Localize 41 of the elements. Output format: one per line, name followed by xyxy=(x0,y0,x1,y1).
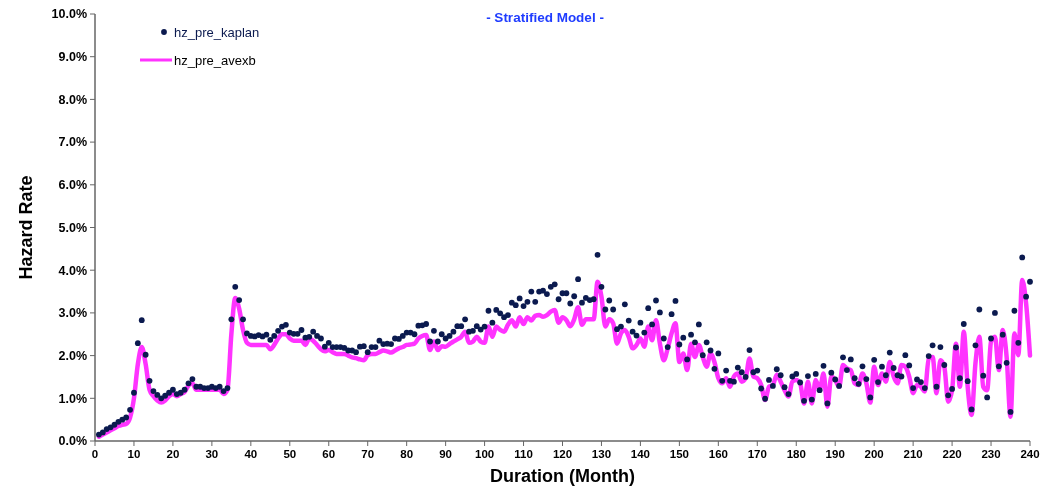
x-tick-label: 0 xyxy=(91,448,99,460)
x-tick-label: 90 xyxy=(439,448,453,460)
x-tick-label: 170 xyxy=(747,448,767,460)
x-tick-label: 120 xyxy=(552,448,573,460)
y-axis-title: Hazard Rate xyxy=(16,175,36,280)
x-tick-label: 140 xyxy=(630,448,651,460)
x-tick-label: 10 xyxy=(127,448,141,460)
y-tick-label: 8.0% xyxy=(58,92,87,107)
x-tick-label: 240 xyxy=(1020,448,1040,460)
x-tick-label: 40 xyxy=(244,448,258,460)
x-tick-label: 20 xyxy=(166,448,180,460)
x-tick-label: 220 xyxy=(942,448,962,460)
x-tick-label: 230 xyxy=(981,448,1001,460)
x-tick-label: 180 xyxy=(786,448,806,460)
y-tick-label: 1.0% xyxy=(58,391,87,406)
y-tick-label: 10.0% xyxy=(51,7,87,22)
x-tick-label: 210 xyxy=(903,448,923,460)
x-axis-title: Duration (Month) xyxy=(490,466,635,486)
x-tick-label: 100 xyxy=(474,448,495,460)
x-tick-label: 80 xyxy=(400,448,414,460)
x-tick-label: 190 xyxy=(825,448,845,460)
x-tick-label: 70 xyxy=(361,448,375,460)
y-tick-label: 0.0% xyxy=(58,434,87,449)
x-tick-label: 150 xyxy=(669,448,689,460)
x-tick-label: 200 xyxy=(864,448,884,460)
y-tick-label: 7.0% xyxy=(58,135,87,150)
legend-label: hz_pre_kaplan xyxy=(174,24,260,40)
y-tick-label: 5.0% xyxy=(58,220,87,235)
legend-label: hz_pre_avexb xyxy=(174,52,256,68)
x-tick-label: 160 xyxy=(708,448,728,460)
y-tick-label: 2.0% xyxy=(58,348,87,363)
x-tick-label: 130 xyxy=(591,448,612,460)
y-tick-label: 9.0% xyxy=(58,50,87,65)
x-tick-label: 30 xyxy=(205,448,219,460)
x-tick-label: 50 xyxy=(283,448,297,460)
x-tick-label: 110 xyxy=(514,448,533,460)
chart-title: - Stratified Model - xyxy=(486,10,604,25)
y-tick-label: 4.0% xyxy=(58,263,87,278)
x-tick-label: 60 xyxy=(322,448,336,460)
y-tick-label: 3.0% xyxy=(58,306,87,321)
y-tick-label: 6.0% xyxy=(58,178,87,193)
